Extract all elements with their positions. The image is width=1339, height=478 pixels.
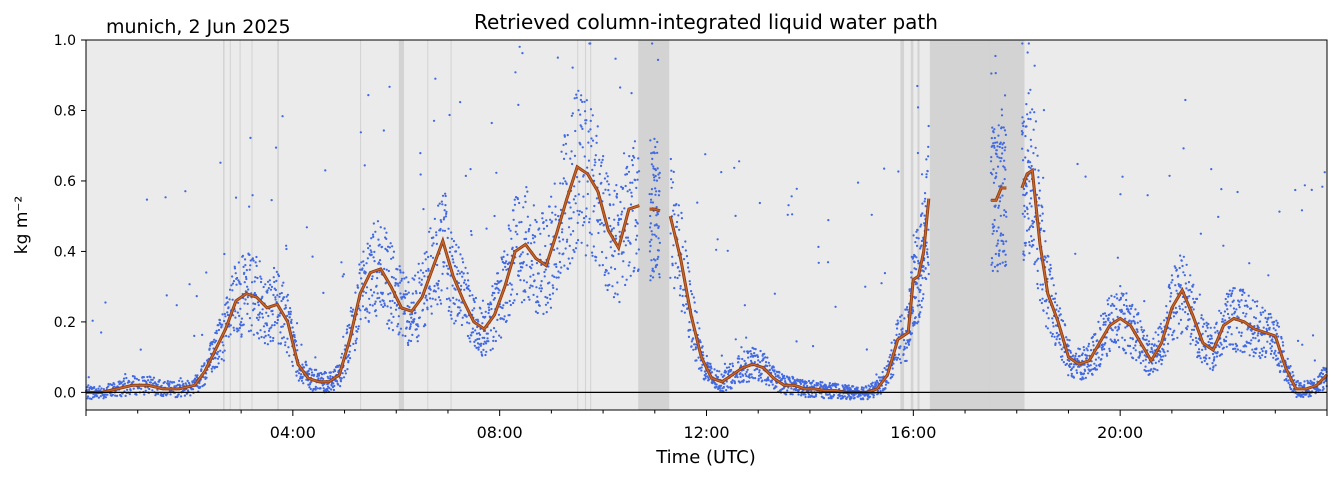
x-tick-label: 16:00 bbox=[890, 423, 936, 442]
smoothed-line-group bbox=[86, 164, 1329, 394]
y-tick-label: 0.0 bbox=[54, 385, 76, 401]
y-axis: 0.0 0.2 0.4 0.6 0.8 1.0 bbox=[54, 33, 86, 401]
x-tick-label: 04:00 bbox=[270, 423, 316, 442]
chart-title: Retrieved column-integrated liquid water… bbox=[474, 10, 938, 34]
flag-interval-6 bbox=[398, 40, 405, 410]
flag-interval-1 bbox=[229, 40, 231, 410]
flag-interval-0 bbox=[223, 40, 225, 410]
x-tick-label: 08:00 bbox=[477, 423, 523, 442]
y-tick-label: 0.6 bbox=[54, 174, 76, 190]
x-tick-label: 20:00 bbox=[1097, 423, 1143, 442]
flag-interval-17 bbox=[988, 40, 990, 410]
flag-interval-14 bbox=[910, 40, 914, 410]
flag-interval-13 bbox=[900, 40, 905, 410]
smoothed-line-4 bbox=[1021, 169, 1328, 390]
smoothed-line-2 bbox=[669, 198, 930, 394]
y-tick-label: 1.0 bbox=[54, 33, 76, 49]
flag-interval-11 bbox=[590, 40, 592, 410]
y-tick-label: 0.4 bbox=[54, 244, 76, 260]
smoothed-line-0 bbox=[86, 165, 640, 394]
smoothed-line-3 bbox=[990, 187, 1007, 201]
flag-interval-12 bbox=[638, 40, 670, 410]
flag-interval-5 bbox=[360, 40, 362, 410]
flag-shading-group bbox=[223, 40, 1025, 410]
flag-interval-7 bbox=[427, 40, 429, 410]
y-tick-label: 0.2 bbox=[54, 315, 76, 331]
x-axis-label: Time (UTC) bbox=[655, 447, 756, 468]
flag-interval-4 bbox=[277, 40, 279, 410]
chart-subtitle: munich, 2 Jun 2025 bbox=[106, 16, 291, 38]
flag-interval-8 bbox=[450, 40, 452, 410]
smoothed-line-1 bbox=[649, 208, 661, 212]
y-tick-label: 0.8 bbox=[54, 103, 76, 119]
flag-interval-16 bbox=[929, 40, 1025, 410]
flag-interval-15 bbox=[917, 40, 920, 410]
y-axis-label: kg m⁻² bbox=[12, 196, 32, 254]
flag-interval-18 bbox=[996, 40, 998, 410]
x-tick-label: 12:00 bbox=[683, 423, 729, 442]
x-axis: 04:00 08:00 12:00 16:00 20:00 bbox=[85, 410, 1328, 442]
flag-interval-10 bbox=[584, 40, 587, 410]
flag-interval-2 bbox=[239, 40, 241, 410]
flag-interval-3 bbox=[251, 40, 253, 410]
flag-interval-9 bbox=[577, 40, 579, 410]
